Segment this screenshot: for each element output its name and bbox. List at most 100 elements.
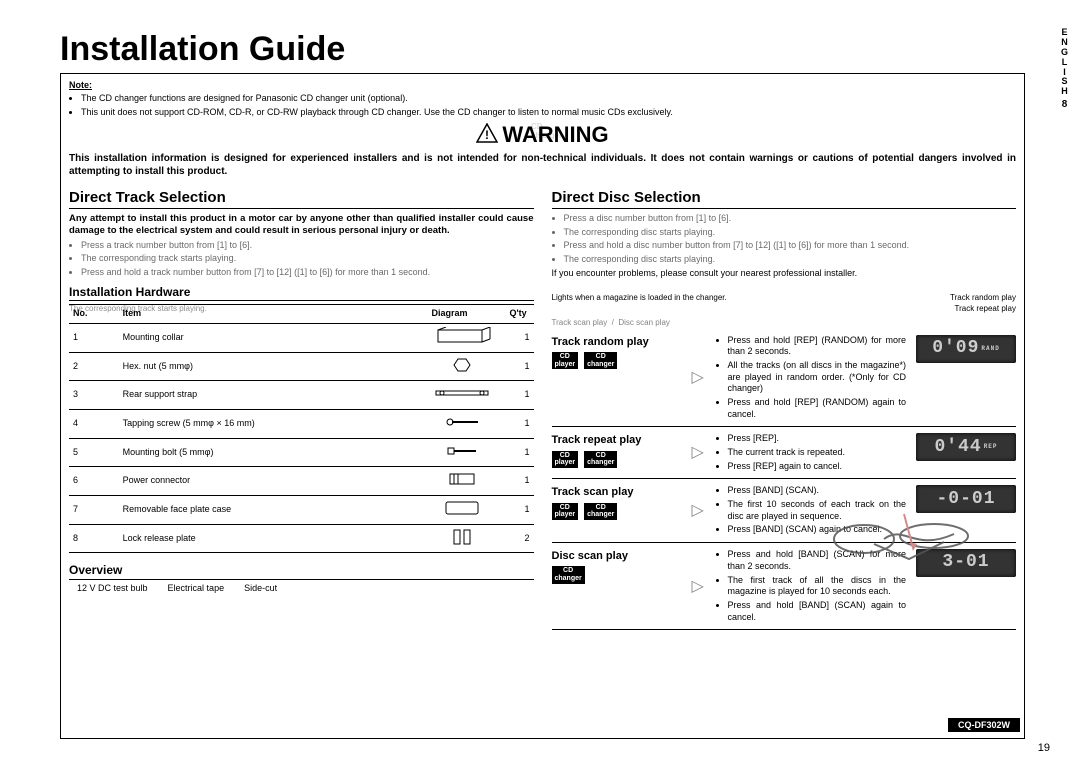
play-desc: Press [REP]. The current track is repeate… <box>716 433 907 474</box>
side-cut: Side-cut <box>244 583 277 595</box>
hw-no: 7 <box>69 496 119 525</box>
hw-qty: 1 <box>506 467 534 496</box>
warn-body-3: If you encounter problems, please consul… <box>552 268 1017 280</box>
play-desc-item: All the tracks (on all discs in the maga… <box>728 360 907 395</box>
install-hw-head: Installation Hardware <box>69 285 534 302</box>
left-column: Direct Track Selection Any attempt to in… <box>69 184 534 634</box>
play-title: Track repeat play <box>552 433 682 447</box>
hw-item: Mounting bolt (5 mmφ) <box>119 438 428 467</box>
hw-qty: 1 <box>506 410 534 439</box>
play-left: Disc scan play CD changer <box>552 549 682 584</box>
play-desc-item: Press and hold [REP] (RANDOM) again to c… <box>728 397 907 420</box>
device-badge: CD player <box>552 451 579 468</box>
divider <box>552 629 1017 630</box>
arrow-icon: ▷ <box>692 368 706 389</box>
disc-b2: The corresponding disc starts playing. <box>564 227 1017 239</box>
warning-body: This installation information is designe… <box>69 152 1016 178</box>
warning-heading: ! WARNING <box>69 122 1016 149</box>
svg-text:!: ! <box>485 128 489 142</box>
mag-light-note: Lights when a magazine is loaded in the … <box>552 293 933 314</box>
hw-item: Lock release plate <box>119 524 428 553</box>
hw-diagram <box>428 410 506 439</box>
content-area: Installation Guide CDchanger Note: The C… <box>60 30 1025 739</box>
hardware-table: No. Item Diagram Q'ty 1Mounting collar12… <box>69 304 534 553</box>
badge-row: CD player CD changer <box>552 352 682 369</box>
model-badge: CQ-DF302W <box>948 718 1020 732</box>
play-desc-item: Press [REP] again to cancel. <box>728 461 907 473</box>
badge-row: CD playerCD changer <box>552 503 682 520</box>
divider <box>552 426 1017 427</box>
hw-no: 6 <box>69 467 119 496</box>
hw-col-diagram: Diagram <box>428 305 506 324</box>
table-row: 2Hex. nut (5 mmφ)1 <box>69 352 534 381</box>
document-page: E N G L I S H 8 Installation Guide CDcha… <box>0 0 1080 762</box>
hw-qty: 1 <box>506 381 534 410</box>
language-tab: E N G L I S H 8 <box>1061 28 1068 110</box>
hw-diagram <box>428 524 506 553</box>
note-bullet: The CD changer functions are designed fo… <box>81 93 1016 104</box>
note-label: Note: <box>69 80 92 90</box>
play-desc-item: Press [REP]. <box>728 433 907 445</box>
play-left: Track scan play CD playerCD changer <box>552 485 682 520</box>
lcd-display: 0'09RAND <box>916 335 1016 363</box>
track-b2: Press and hold a track number button fro… <box>81 267 534 279</box>
play-desc-item: The current track is repeated. <box>728 447 907 459</box>
device-badge: CD changer <box>584 352 617 369</box>
hw-item: Mounting collar <box>119 323 428 352</box>
disc-b3: Press and hold a disc number button from… <box>564 240 1017 252</box>
note-bullet: This unit does not support CD-ROM, CD-R,… <box>81 107 1016 118</box>
hw-no: 8 <box>69 524 119 553</box>
play-modes: Track random playCD playerCD changer▷Pre… <box>552 335 1017 631</box>
elec-tape: Electrical tape <box>168 583 225 595</box>
device-badge: CD player <box>552 352 579 369</box>
section-number: 8 <box>1061 99 1068 110</box>
track-b1: Press a track number button from [1] to … <box>81 240 534 252</box>
table-row: 1Mounting collar1 <box>69 323 534 352</box>
table-row: 4Tapping screw (5 mmφ × 16 mm)1 <box>69 410 534 439</box>
hw-qty: 1 <box>506 352 534 381</box>
play-desc-item: The first track of all the discs in the … <box>728 575 907 598</box>
page-number: 19 <box>1038 742 1050 754</box>
hw-no: 5 <box>69 438 119 467</box>
device-badge: CD changer <box>584 451 617 468</box>
hw-item: Power connector <box>119 467 428 496</box>
changer-notes: Lights when a magazine is loaded in the … <box>552 293 1017 314</box>
lang-letters: E N G L I S H <box>1061 27 1068 96</box>
device-badge: CD changer <box>552 566 585 583</box>
warn-body-2: Any attempt to install this product in a… <box>69 213 534 238</box>
play-mode-block: Track random playCD playerCD changer▷Pre… <box>552 335 1017 423</box>
lcd-display: 0'44REP <box>916 433 1016 461</box>
table-row: 3Rear support strap1 <box>69 381 534 410</box>
scan-small-notes: Track scan play / Disc scan play <box>552 318 1017 328</box>
hw-qty: 2 <box>506 524 534 553</box>
table-row: 6Power connector 1 <box>69 467 534 496</box>
play-desc-item: Press and hold [BAND] (SCAN) again to ca… <box>728 600 907 623</box>
test-bulb: 12 V DC test bulb <box>77 583 148 595</box>
hw-diagram <box>428 496 506 525</box>
hw-diagram <box>428 467 506 496</box>
note-box: Note: The CD changer functions are desig… <box>69 80 1016 118</box>
play-title: Track scan play <box>552 485 682 499</box>
arrow-icon: ▷ <box>692 501 706 522</box>
hw-qty: 1 <box>506 438 534 467</box>
play-desc: Press and hold [REP] (RANDOM) for more t… <box>716 335 907 423</box>
disc-b4: The corresponding disc starts playing. <box>564 254 1017 266</box>
warning-icon: ! <box>476 123 498 148</box>
hw-qty: 1 <box>506 496 534 525</box>
play-left: Track repeat play CD player CD changer <box>552 433 682 468</box>
hw-item: Rear support strap <box>119 381 428 410</box>
hw-no: 1 <box>69 323 119 352</box>
hw-diagram <box>428 352 506 381</box>
pliers-sketch <box>814 504 994 574</box>
hw-item: Hex. nut (5 mmφ) <box>119 352 428 381</box>
hw-diagram <box>428 438 506 467</box>
arrow-icon: ▷ <box>692 443 706 464</box>
play-mode-block: Track repeat play CD player CD changer ▷ Pre… <box>552 433 1017 474</box>
direct-track-head: Direct Track Selection <box>69 188 534 209</box>
hw-col-qty: Q'ty <box>506 305 534 324</box>
play-title: Disc scan play <box>552 549 682 563</box>
main-frame: CDchanger Note: The CD changer functions… <box>60 73 1025 739</box>
track-b3a: The corresponding track starts playing. <box>81 253 534 265</box>
overview-head: Overview <box>69 563 534 580</box>
table-row: 5Mounting bolt (5 mmφ) 1 <box>69 438 534 467</box>
